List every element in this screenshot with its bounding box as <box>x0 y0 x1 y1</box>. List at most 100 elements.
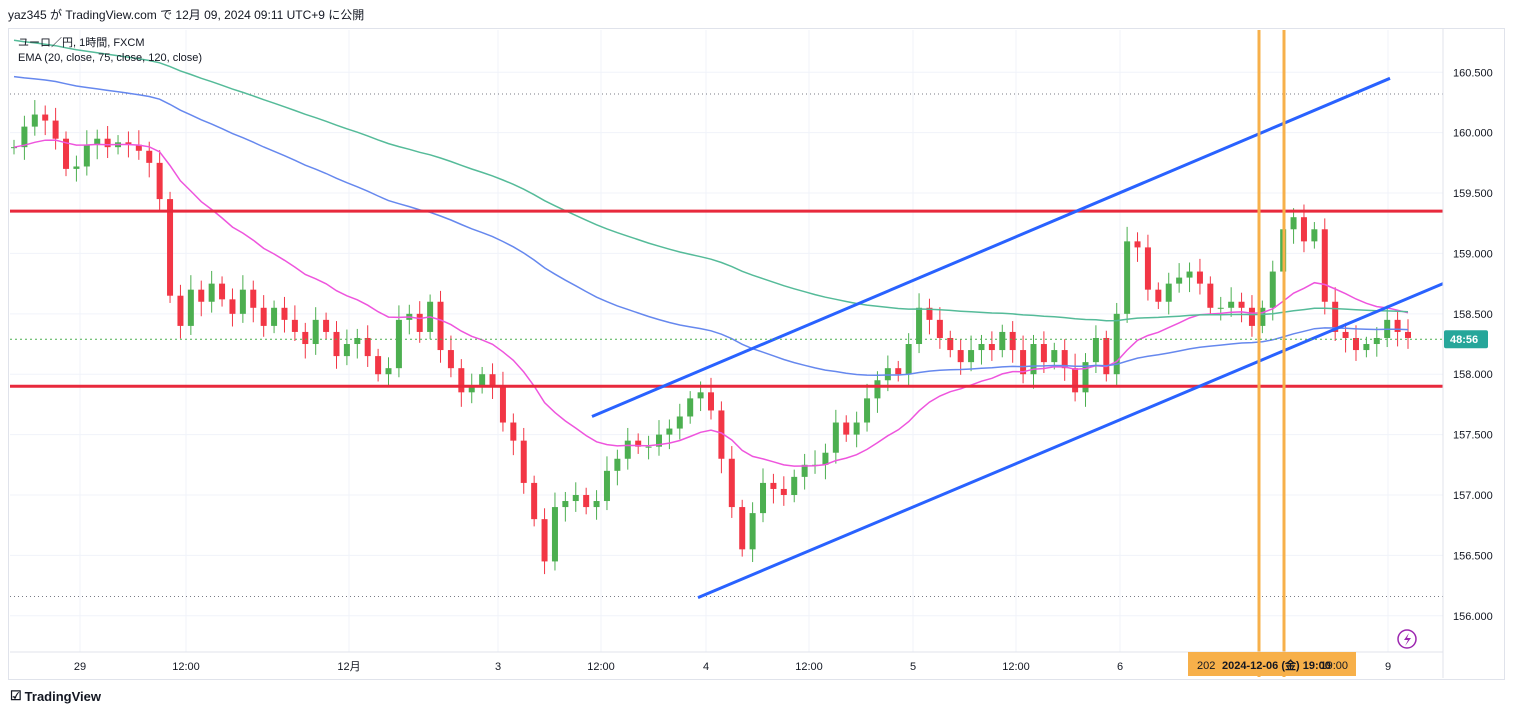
candle-body[interactable] <box>1051 350 1058 363</box>
candle-body[interactable] <box>1290 217 1297 230</box>
candle-body[interactable] <box>780 488 787 495</box>
candle-body[interactable] <box>479 374 486 387</box>
candle-body[interactable] <box>905 344 912 375</box>
candle-body[interactable] <box>884 368 891 381</box>
candle-body[interactable] <box>853 422 860 435</box>
candle-body[interactable] <box>1030 344 1037 375</box>
candle-body[interactable] <box>864 398 871 423</box>
candle-body[interactable] <box>968 350 975 363</box>
candle-body[interactable] <box>1103 337 1110 375</box>
candle-body[interactable] <box>52 120 59 139</box>
candle-body[interactable] <box>135 144 142 151</box>
candle-body[interactable] <box>395 319 402 369</box>
candle-body[interactable] <box>562 501 569 508</box>
candle-body[interactable] <box>614 458 621 471</box>
candle-body[interactable] <box>281 307 288 320</box>
candle-body[interactable] <box>843 422 850 435</box>
candle-body[interactable] <box>603 470 610 502</box>
candle-body[interactable] <box>1363 344 1370 351</box>
candle-body[interactable] <box>1300 217 1307 242</box>
candle-body[interactable] <box>323 319 330 332</box>
candle-body[interactable] <box>167 199 174 296</box>
candle-body[interactable] <box>375 356 382 375</box>
candle-body[interactable] <box>1373 337 1380 345</box>
candle-body[interactable] <box>583 494 590 508</box>
candle-body[interactable] <box>999 331 1006 351</box>
candle-body[interactable] <box>1352 337 1359 351</box>
candle-body[interactable] <box>447 350 454 369</box>
candle-body[interactable] <box>63 138 70 169</box>
candle-body[interactable] <box>1196 271 1203 284</box>
candle-body[interactable] <box>739 507 746 550</box>
candle-body[interactable] <box>1020 350 1027 375</box>
candle-body[interactable] <box>146 150 153 163</box>
candle-body[interactable] <box>1092 337 1099 363</box>
candle-body[interactable] <box>1165 283 1172 302</box>
candle-body[interactable] <box>655 434 662 447</box>
candle-body[interactable] <box>1061 350 1068 369</box>
candle-body[interactable] <box>1269 271 1276 308</box>
candle-body[interactable] <box>416 313 423 332</box>
candle-body[interactable] <box>11 147 17 149</box>
candle-body[interactable] <box>489 374 496 387</box>
candle-body[interactable] <box>916 307 923 345</box>
candle-body[interactable] <box>1009 331 1016 351</box>
candle-body[interactable] <box>229 299 236 314</box>
candle-body[interactable] <box>801 464 808 477</box>
candle-body[interactable] <box>312 319 319 345</box>
channel-trend-line[interactable] <box>591 76 1391 418</box>
candle-body[interactable] <box>302 331 309 345</box>
candle-body[interactable] <box>1248 307 1255 326</box>
candle-body[interactable] <box>728 458 735 508</box>
candle-body[interactable] <box>239 289 246 314</box>
candle-body[interactable] <box>1124 241 1131 314</box>
candle-body[interactable] <box>1311 229 1318 242</box>
candle-body[interactable] <box>1394 319 1401 332</box>
candle-body[interactable] <box>385 368 392 375</box>
candle-body[interactable] <box>1207 283 1214 308</box>
candle-body[interactable] <box>177 295 184 326</box>
candle-body[interactable] <box>645 446 652 448</box>
candle-body[interactable] <box>1176 277 1183 284</box>
candle-body[interactable] <box>1072 368 1079 393</box>
candle-body[interactable] <box>333 331 340 357</box>
candle-body[interactable] <box>822 452 829 465</box>
candle-body[interactable] <box>291 319 298 332</box>
candle-body[interactable] <box>437 301 444 351</box>
candle-body[interactable] <box>936 319 943 338</box>
candle-body[interactable] <box>1259 307 1266 326</box>
candle-body[interactable] <box>708 392 714 411</box>
candle-body[interactable] <box>1186 271 1193 278</box>
candle-body[interactable] <box>520 440 527 483</box>
candle-body[interactable] <box>354 337 361 345</box>
candle-body[interactable] <box>83 144 90 167</box>
candle-body[interactable] <box>697 392 704 399</box>
candle-body[interactable] <box>198 289 205 302</box>
candle-body[interactable] <box>271 307 278 326</box>
candle-body[interactable] <box>666 428 673 435</box>
candle-body[interactable] <box>499 386 506 423</box>
candle-body[interactable] <box>718 410 725 459</box>
candle-body[interactable] <box>1082 362 1089 393</box>
candle-body[interactable] <box>250 289 257 308</box>
candle-body[interactable] <box>31 114 38 127</box>
candle-body[interactable] <box>104 138 111 148</box>
candle-body[interactable] <box>208 283 215 302</box>
candle-body[interactable] <box>1321 229 1328 302</box>
candle-body[interactable] <box>1405 331 1411 338</box>
candle-body[interactable] <box>988 344 995 351</box>
candle-body[interactable] <box>676 416 683 429</box>
candle-body[interactable] <box>541 519 548 562</box>
footer-brand[interactable]: ☑ TradingView <box>10 688 101 704</box>
candle-body[interactable] <box>260 307 267 326</box>
candle-body[interactable] <box>1113 313 1120 375</box>
candle-body[interactable] <box>364 337 371 357</box>
candle-body[interactable] <box>749 513 756 550</box>
candle-body[interactable] <box>624 440 631 459</box>
channel-trend-line[interactable] <box>697 282 1444 600</box>
candle-body[interactable] <box>687 398 694 417</box>
candle-body[interactable] <box>1342 331 1349 338</box>
candle-body[interactable] <box>510 422 517 441</box>
candle-body[interactable] <box>1238 301 1245 308</box>
